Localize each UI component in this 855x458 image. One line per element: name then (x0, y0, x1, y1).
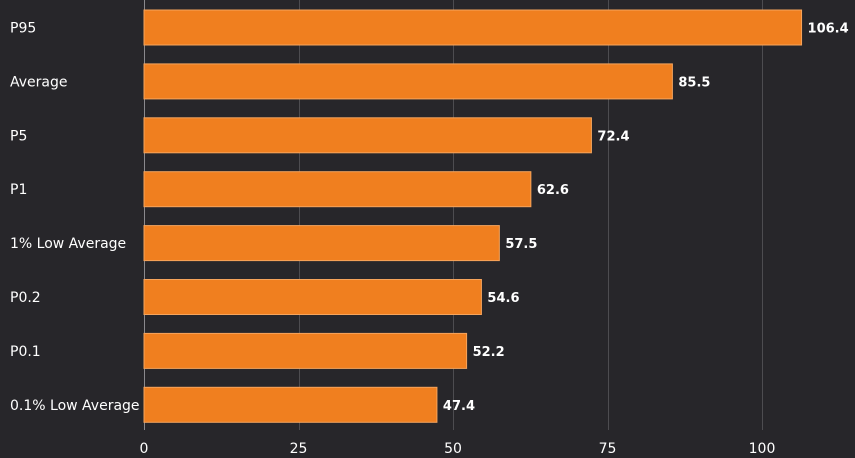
category-label: 0.1% Low Average (10, 398, 140, 414)
bar-1-low-average (143, 225, 500, 262)
category-label: P0.2 (10, 290, 41, 306)
value-label: 62.6 (537, 183, 569, 198)
x-tick-label: 50 (444, 441, 462, 457)
value-label: 57.5 (505, 237, 537, 252)
bar-p0-1 (143, 332, 468, 369)
category-label: 1% Low Average (10, 236, 126, 252)
category-label: P1 (10, 182, 27, 198)
x-tick-label: 75 (599, 441, 617, 457)
category-label: P95 (10, 21, 36, 37)
bar-0-1-low-average (143, 386, 438, 423)
bar-average (143, 63, 673, 100)
labels: P95 106.4 Average 85.5 P5 72.4 P1 62.6 1% Low Av… (10, 21, 849, 414)
bar-p95 (143, 9, 803, 46)
x-axis: 0 25 50 75 100 (140, 441, 776, 457)
value-label: 52.2 (473, 345, 505, 360)
value-label: 106.4 (808, 22, 849, 37)
x-tick-label: 0 (140, 441, 149, 457)
value-label: 72.4 (597, 129, 629, 144)
category-label: P5 (10, 128, 27, 144)
x-tick-label: 25 (290, 441, 308, 457)
value-label: 47.4 (443, 399, 475, 414)
x-tick-label: 100 (749, 441, 776, 457)
category-label: P0.1 (10, 344, 41, 360)
category-label: Average (10, 74, 68, 90)
value-label: 54.6 (487, 291, 519, 306)
bar-p1 (143, 171, 532, 208)
bars (143, 9, 803, 423)
bar-p5 (143, 117, 592, 154)
value-label: 85.5 (678, 75, 710, 90)
bar-p0-2 (143, 279, 482, 315)
